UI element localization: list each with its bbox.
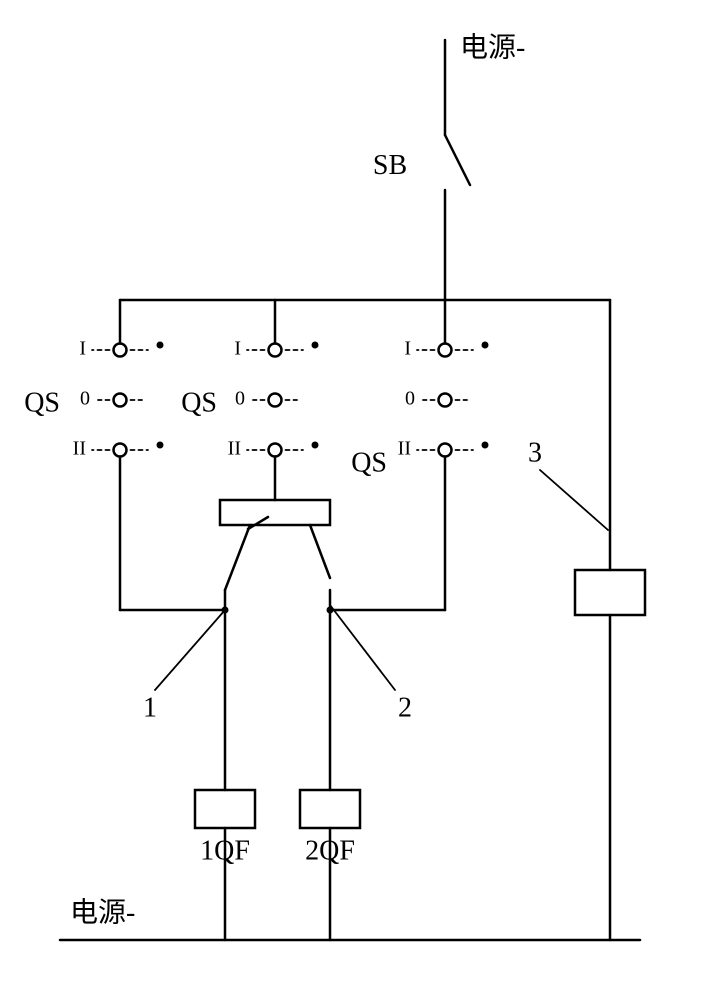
svg-text:QS: QS — [24, 387, 60, 418]
svg-text:I: I — [404, 338, 411, 360]
svg-text:1: 1 — [143, 692, 157, 723]
svg-text:SB: SB — [373, 150, 407, 181]
svg-text:QS: QS — [181, 387, 217, 418]
svg-text:电源-: 电源- — [70, 896, 135, 928]
svg-text:0: 0 — [405, 388, 415, 410]
svg-text:QS: QS — [351, 447, 387, 478]
svg-text:2: 2 — [398, 692, 412, 723]
svg-text:0: 0 — [80, 388, 90, 410]
svg-text:3: 3 — [528, 437, 542, 468]
svg-text:II: II — [228, 438, 241, 460]
svg-text:II: II — [73, 438, 86, 460]
svg-text:0: 0 — [235, 388, 245, 410]
svg-text:II: II — [398, 438, 411, 460]
svg-text:I: I — [79, 338, 86, 360]
svg-text:I: I — [234, 338, 241, 360]
svg-text:电源-: 电源- — [460, 31, 525, 63]
